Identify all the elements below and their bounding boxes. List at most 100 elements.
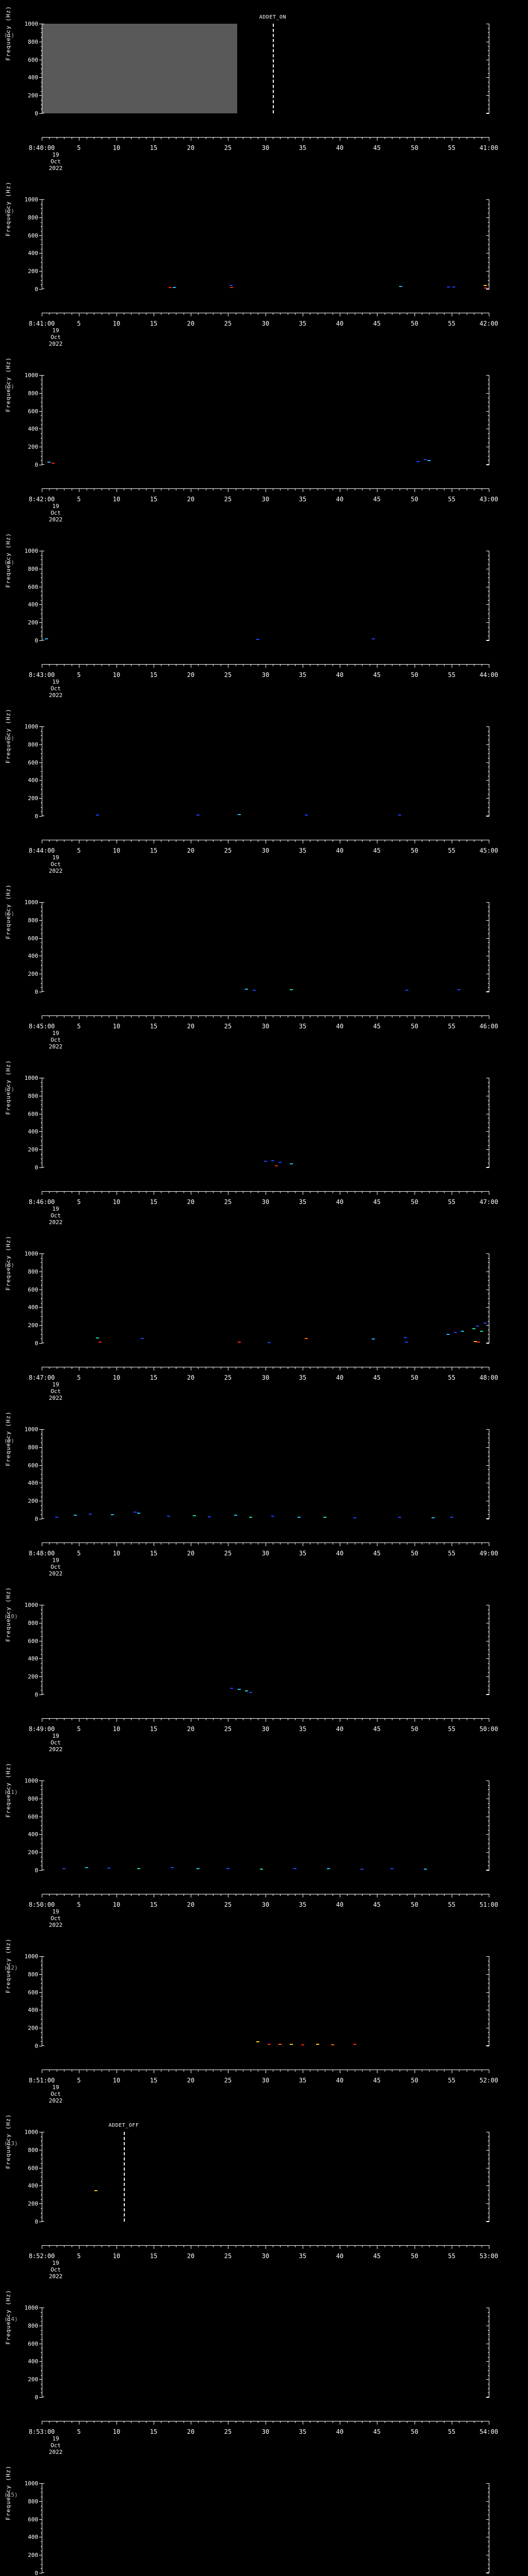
y-tick [486,1307,489,1308]
x-tick-label: 50 [410,1023,419,1030]
x-tick-label: 55 [448,2428,456,2435]
x-tick [198,1191,199,1193]
y-tick [41,627,42,628]
y-tick [488,1262,489,1263]
detection-marker [483,285,487,286]
y-tick [41,2145,42,2146]
y-tick [488,2388,489,2389]
y-tick-label: 800 [28,2323,38,2329]
x-tick [49,1543,50,1545]
date-stack: 19 Oct 2022 [40,503,71,523]
x-tick-label: 50 [410,1550,419,1557]
detection-marker [447,286,450,287]
detection-marker [267,1342,271,1343]
y-tick [488,1469,489,1470]
date-stack-line: 19 [52,1206,59,1212]
detection-marker [173,286,176,288]
date-stack-line: 19 [52,679,59,685]
detection-marker [263,1161,267,1162]
y-tick [39,1131,42,1132]
panel-8: 0 200 400 600 800 1000 Frequency (Hz) (8) 8:47:0… [0,1235,528,1417]
y-tick [41,2172,42,2173]
y-tick [488,1316,489,1317]
panel-9: 0 200 400 600 800 1000 Frequency (Hz) (9) 8:48:0… [0,1411,528,1592]
x-tick-label: 45 [373,1198,381,1206]
x-tick-label: 25 [224,1023,232,1030]
x-tick [347,664,348,666]
x-tick-label: 42:00 [479,320,499,327]
detection-marker [399,286,403,287]
detection-marker [252,989,256,991]
panel-2: 0 200 400 600 800 1000 Frequency (Hz) (2) 8:41:0… [0,181,528,363]
plot-area [42,1781,489,1870]
y-tick [41,2181,42,2182]
date-stack: 19 Oct 2022 [40,1908,71,1928]
y-tick [486,2519,489,2520]
y-tick-label: 0 [35,1516,38,1522]
y-tick [488,1830,489,1831]
x-tick-label: 8:43:00 [28,671,55,679]
y-tick [486,622,489,623]
x-tick-label: 45 [373,2428,381,2435]
y-tick [486,798,489,799]
x-tick [49,1894,50,1896]
x-tick-label: 40 [336,847,344,854]
detection-marker [168,286,172,288]
y-tick [41,1474,42,1475]
y-tick [488,564,489,565]
date-stack-line: 19 [52,2260,59,2266]
panel-number-label: (6) [4,910,14,917]
y-tick-label: 400 [28,2358,38,2365]
y-tick [488,2339,489,2340]
x-tick-label: 15 [150,2252,158,2260]
date-stack-line: 19 [52,1557,59,1564]
y-tick [39,1658,42,1659]
y-tick-label: 200 [28,444,38,450]
y-tick [486,1253,489,1254]
x-tick [49,2421,50,2423]
detection-marker [167,1515,170,1517]
x-tick-label: 30 [261,496,270,503]
date-stack-line: 2022 [48,516,63,523]
y-tick [41,2370,42,2371]
y-tick [488,2510,489,2511]
x-tick-label: 25 [224,1374,232,1381]
y-tick [486,1834,489,1835]
x-tick-label: 40 [336,1374,344,1381]
detection-marker [96,814,100,816]
y-tick [41,2339,42,2340]
spine-cap [42,464,44,465]
y-tick [488,1681,489,1682]
panel-11: 0 200 400 600 800 1000 Frequency (Hz) (11) 8:50:… [0,1762,528,1944]
y-tick [486,113,489,114]
y-tick [488,1618,489,1619]
x-tick-label: 20 [187,1550,195,1557]
x-tick [49,1718,50,1720]
panel-number-label: (4) [4,559,14,566]
y-tick [488,1825,489,1826]
date-stack-line: Oct [51,158,61,165]
date-stack-line: 2022 [48,2449,63,2455]
y-tick [488,771,489,772]
plot-area [42,1956,489,2046]
panel-number-label: (10) [4,1613,18,1620]
x-tick-label: 55 [448,847,456,854]
y-tick-label: 0 [35,1340,38,1347]
y-tick [488,753,489,754]
y-tick-label: 0 [35,286,38,293]
y-tick [39,938,42,939]
date-stack-line: 2022 [48,1219,63,1226]
y-tick [39,411,42,412]
x-tick-label: 10 [112,671,121,679]
x-tick-label: 8:50:00 [28,1901,55,1908]
detection-marker [290,1163,293,1165]
y-tick [41,2334,42,2335]
spine-cap [42,1253,44,1254]
date-stack: 19 Oct 2022 [40,1733,71,1753]
detection-marker [74,1515,77,1516]
y-tick [486,1167,489,1168]
y-tick [39,1167,42,1168]
x-tick-label: 5 [77,2428,81,2435]
x-tick-label: 20 [187,320,195,327]
x-tick-label: 35 [299,1725,307,1733]
